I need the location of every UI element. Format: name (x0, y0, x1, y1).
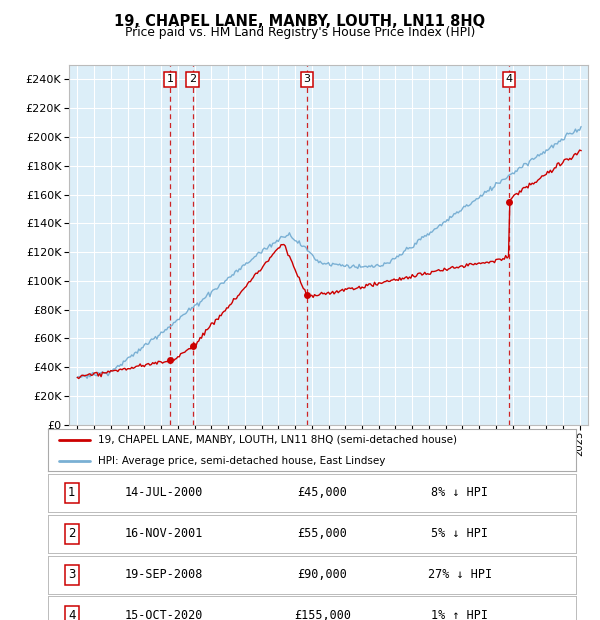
Text: 15-OCT-2020: 15-OCT-2020 (125, 609, 203, 620)
Text: 27% ↓ HPI: 27% ↓ HPI (428, 569, 492, 581)
Text: 8% ↓ HPI: 8% ↓ HPI (431, 487, 488, 499)
Text: 3: 3 (68, 569, 76, 581)
Text: Price paid vs. HM Land Registry's House Price Index (HPI): Price paid vs. HM Land Registry's House … (125, 26, 475, 39)
Text: 1: 1 (68, 487, 76, 499)
Text: HPI: Average price, semi-detached house, East Lindsey: HPI: Average price, semi-detached house,… (98, 456, 386, 466)
Text: £55,000: £55,000 (298, 528, 347, 540)
Text: £155,000: £155,000 (294, 609, 351, 620)
Text: 2: 2 (68, 528, 76, 540)
Text: 14-JUL-2000: 14-JUL-2000 (125, 487, 203, 499)
Text: 5% ↓ HPI: 5% ↓ HPI (431, 528, 488, 540)
Text: 19-SEP-2008: 19-SEP-2008 (125, 569, 203, 581)
Text: 4: 4 (506, 74, 513, 84)
Text: 19, CHAPEL LANE, MANBY, LOUTH, LN11 8HQ: 19, CHAPEL LANE, MANBY, LOUTH, LN11 8HQ (115, 14, 485, 29)
Text: 1: 1 (167, 74, 173, 84)
Text: £45,000: £45,000 (298, 487, 347, 499)
Text: £90,000: £90,000 (298, 569, 347, 581)
Text: 2: 2 (189, 74, 196, 84)
Text: 1% ↑ HPI: 1% ↑ HPI (431, 609, 488, 620)
Text: 16-NOV-2001: 16-NOV-2001 (125, 528, 203, 540)
Text: 3: 3 (304, 74, 311, 84)
Text: 4: 4 (68, 609, 76, 620)
Text: 19, CHAPEL LANE, MANBY, LOUTH, LN11 8HQ (semi-detached house): 19, CHAPEL LANE, MANBY, LOUTH, LN11 8HQ … (98, 435, 457, 445)
